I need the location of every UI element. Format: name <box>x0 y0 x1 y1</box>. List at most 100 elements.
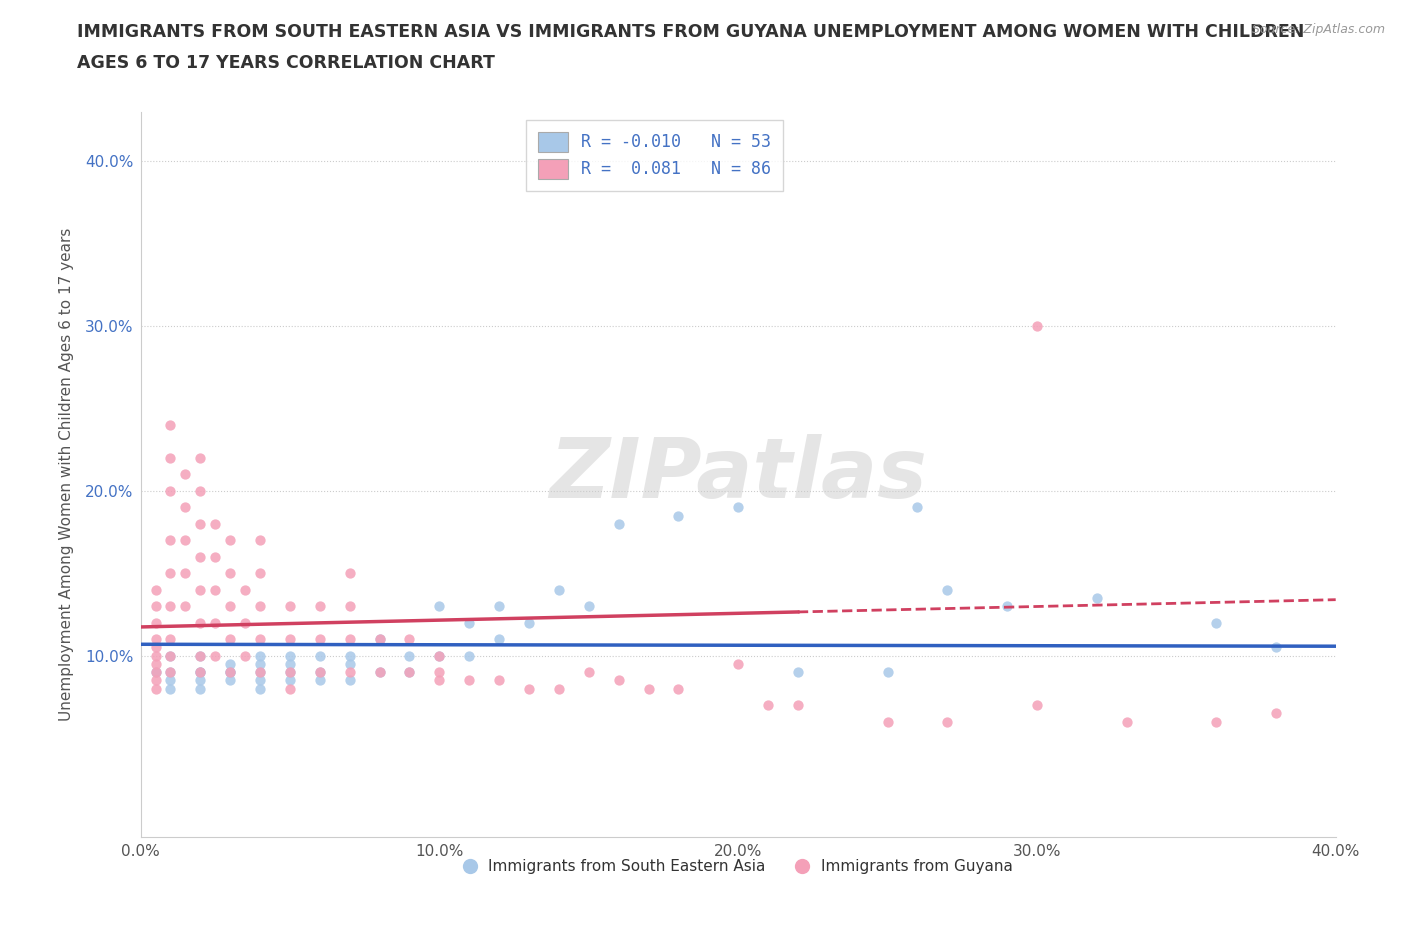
Point <box>427 665 450 680</box>
Point <box>995 599 1018 614</box>
Point <box>309 665 332 680</box>
Point <box>233 648 256 663</box>
Point <box>668 681 690 696</box>
Point <box>339 631 361 646</box>
Point <box>339 665 361 680</box>
Point <box>159 648 181 663</box>
Point <box>188 673 212 688</box>
Point <box>668 508 690 523</box>
Point <box>249 657 271 671</box>
Point <box>517 681 540 696</box>
Point <box>309 631 332 646</box>
Point <box>427 599 450 614</box>
Text: Source: ZipAtlas.com: Source: ZipAtlas.com <box>1251 23 1385 36</box>
Point <box>249 681 271 696</box>
Point <box>159 648 181 663</box>
Point <box>398 648 420 663</box>
Point <box>278 665 301 680</box>
Point <box>159 599 181 614</box>
Point <box>427 648 450 663</box>
Point <box>174 499 197 514</box>
Text: ZIPatlas: ZIPatlas <box>550 433 927 515</box>
Point <box>249 648 271 663</box>
Point <box>368 665 391 680</box>
Point <box>936 582 959 597</box>
Point <box>278 599 301 614</box>
Point <box>219 665 242 680</box>
Point <box>188 665 212 680</box>
Point <box>159 631 181 646</box>
Point <box>145 616 167 631</box>
Point <box>876 714 898 729</box>
Point <box>578 665 600 680</box>
Point <box>159 418 181 432</box>
Point <box>174 533 197 548</box>
Point <box>756 698 779 712</box>
Point <box>204 582 226 597</box>
Point <box>339 565 361 580</box>
Point <box>339 657 361 671</box>
Point <box>488 631 510 646</box>
Point <box>339 673 361 688</box>
Point <box>1026 698 1049 712</box>
Point <box>1026 318 1049 333</box>
Point <box>309 648 332 663</box>
Point <box>907 499 929 514</box>
Point <box>427 648 450 663</box>
Point <box>145 599 167 614</box>
Point <box>159 681 181 696</box>
Point <box>188 665 212 680</box>
Point <box>159 665 181 680</box>
Point <box>204 516 226 531</box>
Point <box>145 582 167 597</box>
Point <box>188 516 212 531</box>
Point <box>398 665 420 680</box>
Point <box>145 631 167 646</box>
Point <box>219 631 242 646</box>
Point <box>488 599 510 614</box>
Point <box>174 565 197 580</box>
Point <box>876 665 898 680</box>
Point <box>1205 714 1227 729</box>
Point <box>145 657 167 671</box>
Point <box>174 467 197 482</box>
Point <box>159 450 181 465</box>
Point <box>278 665 301 680</box>
Point <box>233 582 256 597</box>
Point <box>219 599 242 614</box>
Point <box>1205 616 1227 631</box>
Point <box>458 648 481 663</box>
Point <box>249 565 271 580</box>
Point <box>145 665 167 680</box>
Point <box>278 673 301 688</box>
Point <box>1265 706 1288 721</box>
Point <box>145 681 167 696</box>
Point <box>637 681 659 696</box>
Point <box>278 631 301 646</box>
Point <box>249 599 271 614</box>
Point <box>1115 714 1137 729</box>
Y-axis label: Unemployment Among Women with Children Ages 6 to 17 years: Unemployment Among Women with Children A… <box>59 228 75 721</box>
Point <box>278 681 301 696</box>
Point <box>368 631 391 646</box>
Point <box>188 582 212 597</box>
Point <box>219 565 242 580</box>
Point <box>188 648 212 663</box>
Point <box>188 484 212 498</box>
Point <box>309 665 332 680</box>
Point <box>204 616 226 631</box>
Point <box>309 673 332 688</box>
Point <box>188 648 212 663</box>
Point <box>339 648 361 663</box>
Point <box>145 673 167 688</box>
Point <box>727 499 749 514</box>
Point <box>249 665 271 680</box>
Point <box>219 533 242 548</box>
Point <box>188 450 212 465</box>
Point <box>339 599 361 614</box>
Point <box>249 673 271 688</box>
Point <box>936 714 959 729</box>
Point <box>204 648 226 663</box>
Point <box>368 631 391 646</box>
Text: IMMIGRANTS FROM SOUTH EASTERN ASIA VS IMMIGRANTS FROM GUYANA UNEMPLOYMENT AMONG : IMMIGRANTS FROM SOUTH EASTERN ASIA VS IM… <box>77 23 1305 41</box>
